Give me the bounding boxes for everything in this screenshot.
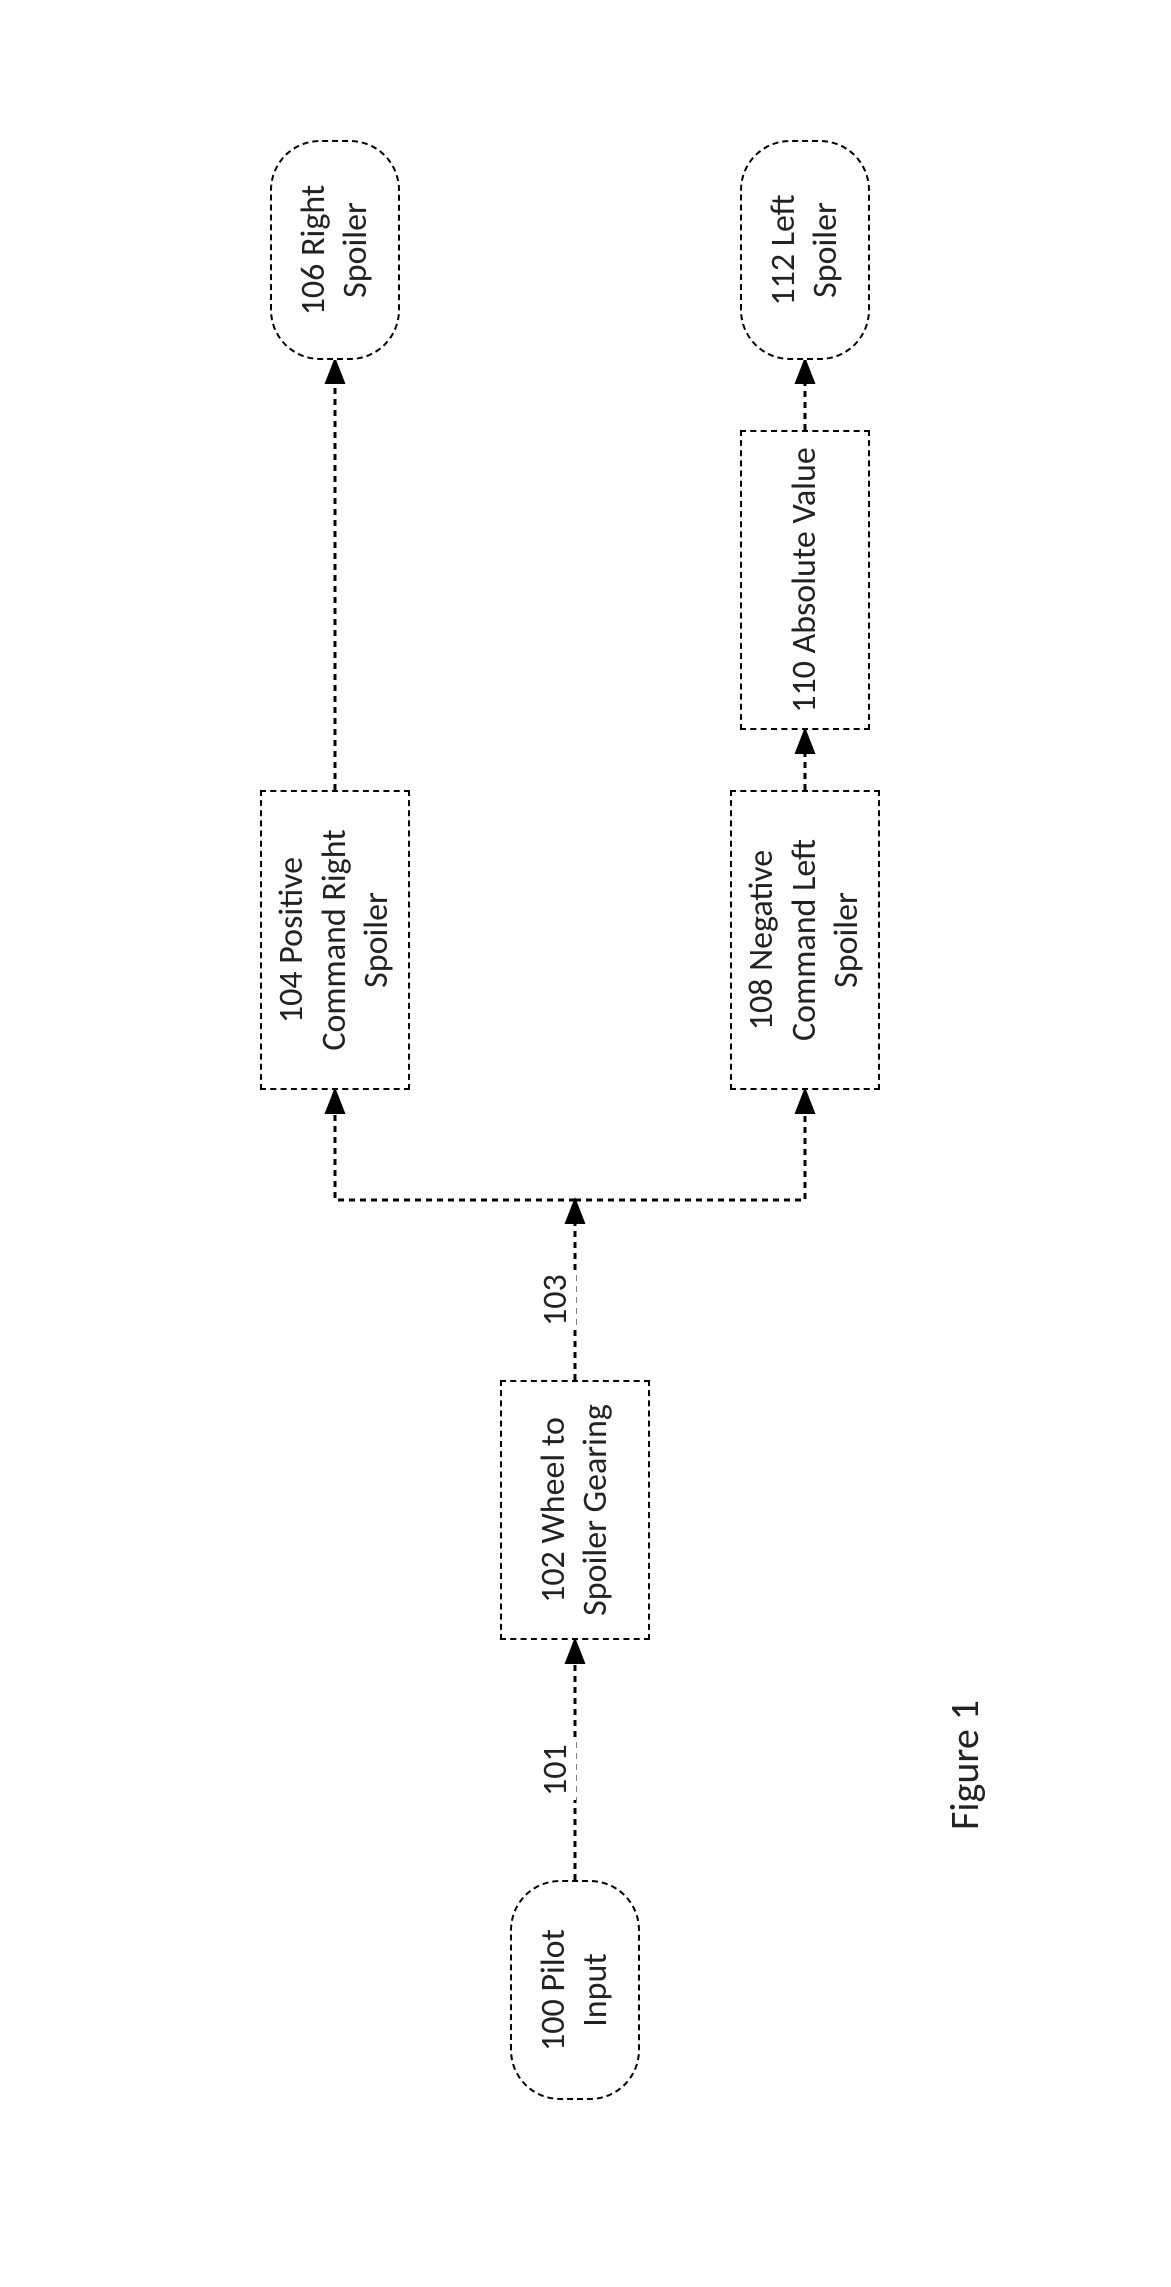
edges-svg bbox=[140, 140, 1040, 2100]
diagram-rotated-container: 100 Pilot Input 102 Wheel to Spoiler Gear… bbox=[140, 140, 1040, 2100]
diagram-canvas: 100 Pilot Input 102 Wheel to Spoiler Gear… bbox=[0, 0, 1171, 2287]
edge-2 bbox=[335, 1090, 575, 1200]
node-positive-cmd: 104 Positive Command Right Spoiler bbox=[260, 790, 410, 1090]
node-left-spoiler: 112 Left Spoiler bbox=[740, 140, 870, 360]
node-wheel-gearing: 102 Wheel to Spoiler Gearing bbox=[500, 1380, 650, 1640]
edge-3 bbox=[575, 1090, 805, 1200]
node-right-spoiler: 106 Right Spoiler bbox=[270, 140, 400, 360]
edge-label-101: 101 bbox=[535, 1740, 576, 1800]
node-pilot-input: 100 Pilot Input bbox=[510, 1880, 640, 2100]
node-negative-cmd: 108 Negative Command Left Spoiler bbox=[730, 790, 880, 1090]
edge-label-103: 103 bbox=[535, 1270, 576, 1330]
figure-caption: Figure 1 bbox=[940, 1700, 989, 1830]
node-abs-value: 110 Absolute Value bbox=[740, 430, 870, 730]
